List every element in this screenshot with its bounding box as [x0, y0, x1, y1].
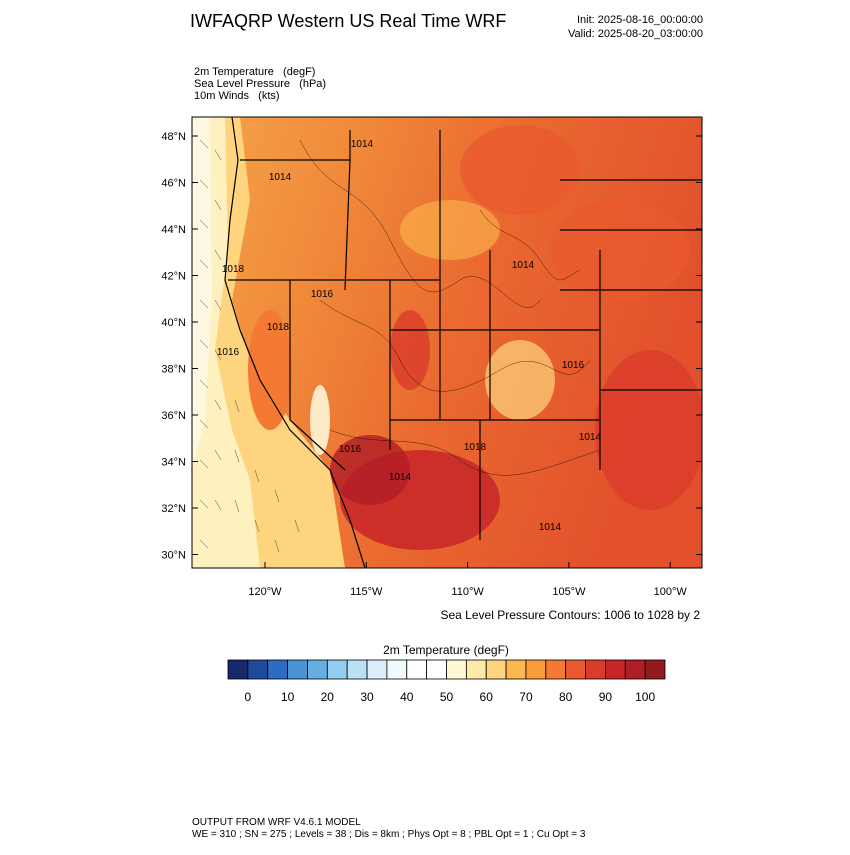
field-list: 2m Temperature (degF)Sea Level Pressure …: [194, 66, 326, 102]
lat-label: 30°N: [161, 550, 186, 562]
colorbar-box: [465, 659, 487, 680]
colorbar-box: [406, 659, 428, 680]
colorbar-tick-label: 90: [599, 690, 613, 704]
lat-label: 48°N: [161, 131, 186, 143]
colorbar-box: [267, 659, 288, 680]
lon-label: 100°W: [654, 586, 688, 598]
colorbar-box: [446, 659, 467, 680]
colorbar-box: [227, 659, 249, 680]
lat-label: 40°N: [161, 317, 186, 329]
colorbar-box: [624, 659, 646, 680]
colorbar-box: [426, 659, 447, 680]
contour-note: Sea Level Pressure Contours: 1006 to 102…: [441, 608, 701, 622]
lat-label: 46°N: [161, 178, 186, 190]
contour-label: 1014: [579, 432, 602, 443]
contour-label: 1014: [512, 260, 535, 271]
map-axes: 48°N 46°N 44°N 42°N 40°N 38°N 36°N 34°N 32°N 30°N…: [161, 131, 702, 598]
colorbar-tick-label: 20: [321, 690, 335, 704]
colorbar-box: [585, 659, 606, 680]
colorbar-tick-label: 50: [440, 690, 454, 704]
colorbar-box: [505, 659, 527, 680]
colorbar-box: [346, 659, 368, 680]
lon-label: 110°W: [451, 586, 484, 598]
map-frame: [191, 116, 703, 569]
colorbar: 0 10 20 30 40 50 60 70 80 90 100: [227, 659, 666, 704]
lat-label: 38°N: [161, 364, 186, 376]
lon-label: 115°W: [350, 586, 383, 598]
contour-label: 1014: [269, 172, 292, 183]
colorbar-box: [485, 659, 507, 680]
lat-label: 44°N: [161, 224, 186, 236]
colorbar-tick-label: 60: [480, 690, 494, 704]
lat-label: 34°N: [161, 457, 186, 469]
colorbar-box: [307, 659, 328, 680]
colorbar-title: 2m Temperature (degF): [383, 643, 509, 657]
colorbar-box: [644, 659, 666, 680]
contour-label: 1016: [339, 444, 362, 455]
colorbar-tick-label: 10: [281, 690, 295, 704]
colorbar-tick-label: 40: [400, 690, 414, 704]
footer-line: OUTPUT FROM WRF V4.6.1 MODEL: [192, 817, 361, 828]
colorbar-box: [565, 659, 586, 680]
colorbar-tick-label: 70: [519, 690, 533, 704]
contour-label: 1018: [222, 264, 245, 275]
contour-label: 1014: [539, 522, 562, 533]
lat-label: 42°N: [161, 271, 186, 283]
colorbar-box: [247, 659, 269, 680]
contour-label: 1016: [217, 347, 240, 358]
contour-label: 1016: [562, 360, 585, 371]
contour-label: 1014: [351, 139, 374, 150]
contour-label: 1016: [311, 289, 334, 300]
contour-label: 1018: [464, 442, 487, 453]
colorbar-tick-label: 100: [635, 690, 655, 704]
colorbar-box: [605, 659, 626, 680]
colorbar-tick-label: 80: [559, 690, 573, 704]
init-time: Init: 2025-08-16_00:00:00: [577, 14, 703, 26]
lon-label: 105°W: [552, 586, 586, 598]
footer-line: WE = 310 ; SN = 275 ; Levels = 38 ; Dis …: [192, 829, 586, 840]
lat-label: 36°N: [161, 410, 186, 422]
title: IWFAQRP Western US Real Time WRF: [190, 11, 506, 31]
colorbar-tick-label: 30: [360, 690, 374, 704]
lon-label: 120°W: [248, 586, 282, 598]
colorbar-box: [545, 659, 567, 680]
contour-label: 1018: [267, 322, 290, 333]
valid-time: Valid: 2025-08-20_03:00:00: [568, 28, 703, 40]
lat-label: 32°N: [161, 503, 186, 515]
field-label: Sea Level Pressure (hPa): [194, 78, 326, 90]
colorbar-box: [366, 659, 388, 680]
colorbar-box: [326, 659, 348, 680]
colorbar-box: [525, 659, 547, 680]
field-label: 10m Winds (kts): [194, 90, 280, 102]
field-label: 2m Temperature (degF): [194, 66, 315, 78]
colorbar-box: [287, 659, 308, 680]
colorbar-tick-label: 0: [245, 690, 252, 704]
colorbar-box: [386, 659, 408, 680]
map-field: [192, 117, 702, 568]
contour-label: 1014: [389, 472, 412, 483]
